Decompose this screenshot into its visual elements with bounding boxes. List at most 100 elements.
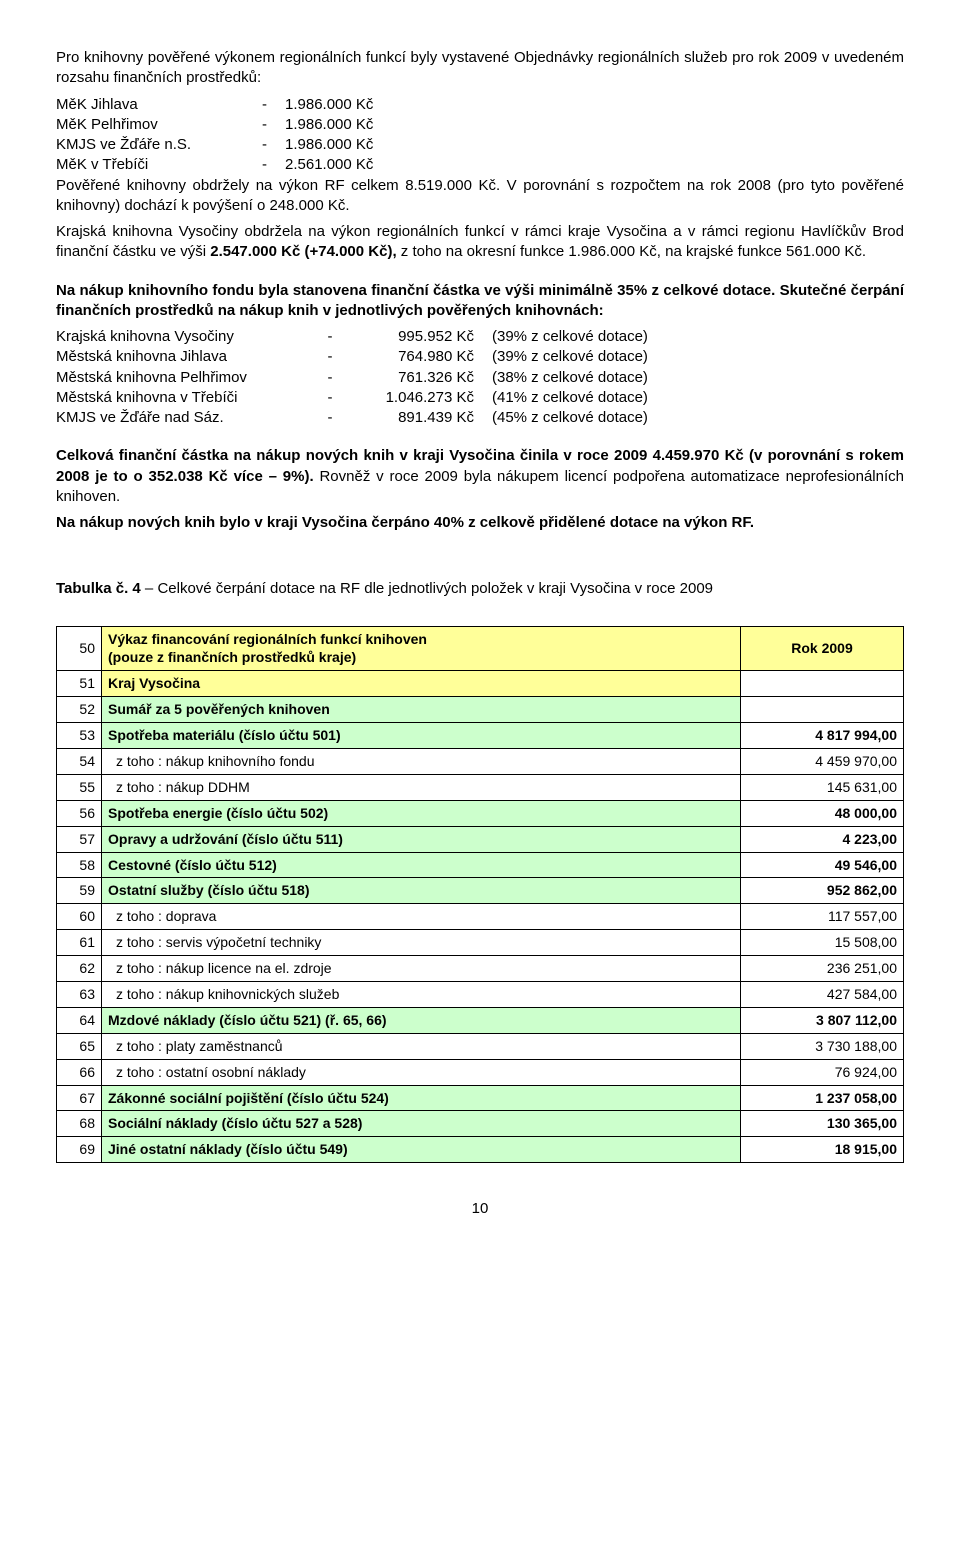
- intro-row-dash: -: [256, 135, 285, 155]
- library-dash: -: [316, 388, 344, 408]
- table-row: 56Spotřeba energie (číslo účtu 502)48 00…: [57, 800, 904, 826]
- row-amount: [741, 671, 904, 697]
- library-pct: (38% z celkové dotace): [492, 368, 648, 388]
- intro-row: MěK v Třebíči-2.561.000 Kč: [56, 155, 904, 175]
- library-name: Městská knihovna Jihlava: [56, 347, 316, 367]
- table-row: 53Spotřeba materiálu (číslo účtu 501)4 8…: [57, 723, 904, 749]
- row-desc: z toho : doprava: [102, 904, 741, 930]
- intro-row-value: 2.561.000 Kč: [285, 155, 373, 175]
- table-row: 66z toho : ostatní osobní náklady76 924,…: [57, 1059, 904, 1085]
- row-num: 64: [57, 1007, 102, 1033]
- library-dash: -: [316, 347, 344, 367]
- row-amount: 4 817 994,00: [741, 723, 904, 749]
- row-amount: 117 557,00: [741, 904, 904, 930]
- intro-row-value: 1.986.000 Kč: [285, 115, 373, 135]
- intro-row-label: MěK Pelhřimov: [56, 115, 256, 135]
- row-amount: 952 862,00: [741, 878, 904, 904]
- table-header-row: 50 Výkaz financování regionálních funkcí…: [57, 626, 904, 671]
- row-num: 53: [57, 723, 102, 749]
- table-row: 58Cestovné (číslo účtu 512)49 546,00: [57, 852, 904, 878]
- row-amount: 4 223,00: [741, 826, 904, 852]
- row-desc: z toho : platy zaměstnanců: [102, 1033, 741, 1059]
- table-row: 62z toho : nákup licence na el. zdroje23…: [57, 956, 904, 982]
- library-row: Krajská knihovna Vysočiny-995.952 Kč(39%…: [56, 327, 904, 347]
- nakup-block: Na nákup knihovního fondu byla stanovena…: [56, 281, 904, 429]
- intro-p2b-bold: 2.547.000 Kč (+74.000 Kč),: [210, 243, 401, 260]
- row-amount: 15 508,00: [741, 930, 904, 956]
- row-num: 55: [57, 774, 102, 800]
- library-amount: 764.980 Kč: [344, 347, 492, 367]
- row-num: 69: [57, 1137, 102, 1163]
- table-row: 57Opravy a udržování (číslo účtu 511)4 2…: [57, 826, 904, 852]
- row-desc: Sumář za 5 pověřených knihoven: [102, 697, 741, 723]
- row-num: 52: [57, 697, 102, 723]
- intro-row-value: 1.986.000 Kč: [285, 95, 373, 115]
- row-amount: 4 459 970,00: [741, 748, 904, 774]
- row-num: 51: [57, 671, 102, 697]
- table-row: 61z toho : servis výpočetní techniky15 5…: [57, 930, 904, 956]
- table-row: 52Sumář za 5 pověřených knihoven: [57, 697, 904, 723]
- library-row: Městská knihovna Pelhřimov-761.326 Kč(38…: [56, 368, 904, 388]
- row-desc: z toho : nákup DDHM: [102, 774, 741, 800]
- intro-row-label: MěK Jihlava: [56, 95, 256, 115]
- row-desc: Jiné ostatní náklady (číslo účtu 549): [102, 1137, 741, 1163]
- library-amount: 761.326 Kč: [344, 368, 492, 388]
- row-amount: 3 807 112,00: [741, 1007, 904, 1033]
- hdr-desc: Výkaz financování regionálních funkcí kn…: [102, 626, 741, 671]
- intro-row-label: KMJS ve Žďáře n.S.: [56, 135, 256, 155]
- page-number: 10: [56, 1199, 904, 1219]
- row-num: 61: [57, 930, 102, 956]
- library-name: KMJS ve Žďáře nad Sáz.: [56, 408, 316, 428]
- library-row: KMJS ve Žďáře nad Sáz.-891.439 Kč(45% z …: [56, 408, 904, 428]
- row-amount: 236 251,00: [741, 956, 904, 982]
- row-amount: 1 237 058,00: [741, 1085, 904, 1111]
- nakup-rows: Krajská knihovna Vysočiny-995.952 Kč(39%…: [56, 327, 904, 428]
- row-desc: z toho : nákup knihovnických služeb: [102, 981, 741, 1007]
- intro-rows: MěK Jihlava-1.986.000 KčMěK Pelhřimov-1.…: [56, 95, 904, 176]
- table-row: 55z toho : nákup DDHM145 631,00: [57, 774, 904, 800]
- row-num: 59: [57, 878, 102, 904]
- library-name: Krajská knihovna Vysočiny: [56, 327, 316, 347]
- row-desc: Zákonné sociální pojištění (číslo účtu 5…: [102, 1085, 741, 1111]
- row-desc: Spotřeba energie (číslo účtu 502): [102, 800, 741, 826]
- intro-row-dash: -: [256, 155, 285, 175]
- row-num: 62: [57, 956, 102, 982]
- table-row: 59Ostatní služby (číslo účtu 518)952 862…: [57, 878, 904, 904]
- library-amount: 891.439 Kč: [344, 408, 492, 428]
- row-num: 54: [57, 748, 102, 774]
- library-name: Městská knihovna v Třebíči: [56, 388, 316, 408]
- row-desc: Ostatní služby (číslo účtu 518): [102, 878, 741, 904]
- table-row: 54z toho : nákup knihovního fondu4 459 9…: [57, 748, 904, 774]
- row-desc: Sociální náklady (číslo účtu 527 a 528): [102, 1111, 741, 1137]
- library-pct: (45% z celkové dotace): [492, 408, 648, 428]
- row-amount: 49 546,00: [741, 852, 904, 878]
- intro-row: MěK Jihlava-1.986.000 Kč: [56, 95, 904, 115]
- library-row: Městská knihovna Jihlava-764.980 Kč(39% …: [56, 347, 904, 367]
- row-desc: Cestovné (číslo účtu 512): [102, 852, 741, 878]
- library-name: Městská knihovna Pelhřimov: [56, 368, 316, 388]
- nakup-heading: Na nákup knihovního fondu byla stanovena…: [56, 281, 904, 322]
- row-desc: Kraj Vysočina: [102, 671, 741, 697]
- library-amount: 1.046.273 Kč: [344, 388, 492, 408]
- intro-row-label: MěK v Třebíči: [56, 155, 256, 175]
- row-amount: 130 365,00: [741, 1111, 904, 1137]
- table-row: 64Mzdové náklady (číslo účtu 521) (ř. 65…: [57, 1007, 904, 1033]
- row-amount: 3 730 188,00: [741, 1033, 904, 1059]
- row-num: 60: [57, 904, 102, 930]
- summary-p2: Na nákup nových knih bylo v kraji Vysoči…: [56, 513, 904, 533]
- hdr-num: 50: [57, 626, 102, 671]
- row-amount: 427 584,00: [741, 981, 904, 1007]
- intro-row-dash: -: [256, 115, 285, 135]
- summary-block: Celková finanční částka na nákup nových …: [56, 446, 904, 533]
- table-caption-pre: Tabulka č. 4: [56, 580, 141, 597]
- finance-table-body: 51Kraj Vysočina52Sumář za 5 pověřených k…: [57, 671, 904, 1163]
- table-caption-post: – Celkové čerpání dotace na RF dle jedno…: [141, 580, 713, 597]
- intro-p2b: Krajská knihovna Vysočiny obdržela na vý…: [56, 222, 904, 263]
- row-desc: z toho : ostatní osobní náklady: [102, 1059, 741, 1085]
- row-amount: 18 915,00: [741, 1137, 904, 1163]
- row-amount: 145 631,00: [741, 774, 904, 800]
- row-amount: 48 000,00: [741, 800, 904, 826]
- row-num: 66: [57, 1059, 102, 1085]
- hdr-year: Rok 2009: [741, 626, 904, 671]
- row-desc: z toho : servis výpočetní techniky: [102, 930, 741, 956]
